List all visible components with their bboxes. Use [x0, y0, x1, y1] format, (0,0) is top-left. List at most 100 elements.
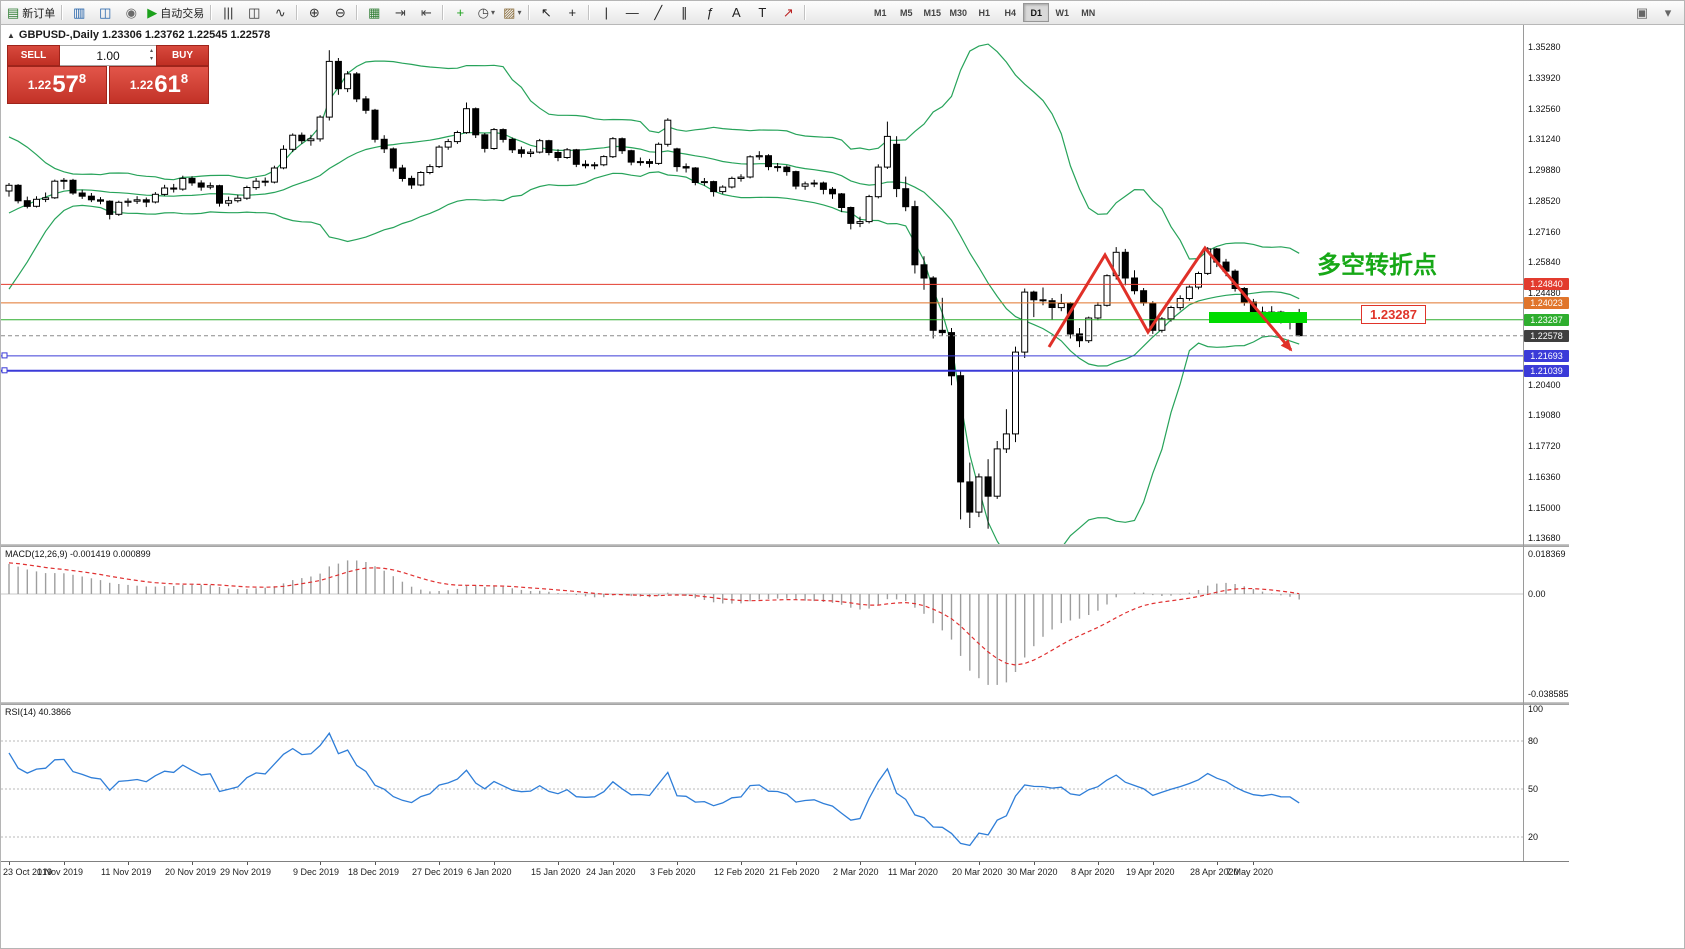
candle	[1140, 290, 1148, 304]
candle	[792, 171, 800, 187]
timeframe-toolbar: M1 M5 M15 M30 H1 H4 D1 W1 MN	[867, 3, 1101, 22]
collapse-panel-icon[interactable]: ▲	[7, 31, 15, 40]
price-tag: 1.24840	[1524, 278, 1569, 290]
fibonacci-icon-glyph: ƒ	[706, 5, 714, 20]
market-watch-icon[interactable]: ▥	[67, 3, 91, 23]
chart-shift-icon[interactable]: ⇤	[414, 3, 438, 23]
timeframe-h4[interactable]: H4	[1004, 7, 1017, 18]
panel-separator[interactable]	[1, 702, 1569, 705]
timeframe-m5[interactable]: M5	[900, 7, 913, 18]
volume-down-icon[interactable]: ▾	[149, 56, 153, 63]
autotrading-button[interactable]: ▶ 自动交易	[145, 3, 206, 23]
buy-price-button[interactable]: 1.22 61 8	[109, 66, 209, 104]
price-axis-label: 1.35280	[1528, 42, 1561, 52]
cursor-icon[interactable]: ↖	[534, 3, 558, 23]
candlestick-chart-icon[interactable]: ◫	[242, 3, 266, 23]
candle	[691, 167, 699, 183]
sell-button[interactable]: SELL	[7, 45, 60, 66]
data-window-icon[interactable]: ◫	[93, 3, 117, 23]
rsi-panel[interactable]: RSI(14) 40.3866	[1, 705, 1684, 859]
candle	[737, 176, 745, 180]
volume-spinner-icons[interactable]: ▴ ▾	[150, 47, 153, 64]
timeframe-d1[interactable]: D1	[1023, 3, 1050, 22]
horizontal-line-icon[interactable]: —	[620, 3, 644, 23]
candle	[106, 200, 114, 215]
timeframe-m30[interactable]: M30	[949, 7, 968, 18]
data-window-icon-glyph: ◫	[99, 5, 112, 20]
label-icon[interactable]: T	[750, 3, 774, 23]
timeframe-m15[interactable]: M15	[923, 7, 942, 18]
time-axis-label: 11 Nov 2019	[101, 867, 152, 877]
chart-shift-icon-glyph: ⇤	[420, 5, 432, 20]
buy-button[interactable]: BUY	[156, 45, 209, 66]
candle	[646, 161, 653, 164]
periods-dropdown[interactable]: ◷ ▾	[474, 3, 498, 23]
line-handle[interactable]	[1, 367, 8, 374]
line-handle[interactable]	[1, 352, 8, 359]
candle	[225, 200, 233, 204]
time-axis-tick	[915, 862, 916, 865]
candle	[353, 73, 361, 100]
candle	[600, 156, 608, 166]
candle	[838, 193, 846, 208]
trendline-icon[interactable]: ╱	[646, 3, 670, 23]
timeframe-w1[interactable]: W1	[1055, 7, 1070, 18]
navigator-icon[interactable]: ◉	[119, 3, 143, 23]
candle	[774, 166, 782, 169]
highlight-box[interactable]	[1209, 312, 1307, 323]
tile-windows-icon[interactable]: ▦	[362, 3, 386, 23]
candle	[554, 152, 562, 158]
new-order-button[interactable]: ▤ 新订单	[5, 3, 57, 23]
candle	[765, 155, 772, 168]
crosshair-icon[interactable]: +	[560, 3, 584, 23]
sell-price-button[interactable]: 1.22 57 8	[7, 66, 107, 104]
candle	[33, 198, 40, 207]
bar-chart-icon[interactable]: |||	[216, 3, 240, 23]
arrows-icon[interactable]: ↗	[776, 3, 800, 23]
price-label-annotation[interactable]: 1.23287	[1361, 305, 1426, 324]
auto-scroll-icon[interactable]: ⇥	[388, 3, 412, 23]
trend-zigzag[interactable]	[1047, 245, 1293, 352]
timeframe-mn[interactable]: MN	[1081, 7, 1096, 18]
toolbar-extra-icon-2[interactable]: ▾	[1664, 5, 1672, 20]
time-axis-label: 11 Mar 2020	[888, 867, 938, 877]
candle	[280, 148, 287, 169]
time-axis-tick	[247, 862, 248, 865]
indicators-icon[interactable]: +	[448, 3, 472, 23]
price-axis-label: 1.32560	[1528, 104, 1561, 114]
trade-panel-divider	[107, 66, 109, 104]
candle	[5, 184, 13, 192]
price-chart-panel[interactable]: ▲ GBPUSD-,Daily 1.23306 1.23762 1.22545 1…	[1, 25, 1684, 544]
panel-separator[interactable]	[1, 544, 1569, 547]
turning-point-annotation[interactable]: 多空转折点	[1317, 252, 1437, 279]
text-icon[interactable]: A	[724, 3, 748, 23]
label-icon-glyph: T	[758, 5, 767, 20]
volume-up-icon[interactable]: ▴	[149, 48, 153, 54]
timeframe-h1[interactable]: H1	[978, 7, 991, 18]
timeframe-m1[interactable]: M1	[874, 7, 887, 18]
volume-input[interactable]: 1.00 ▴ ▾	[60, 45, 156, 66]
macd-panel[interactable]: MACD(12,26,9) -0.001419 0.000899	[1, 547, 1684, 702]
line-chart-icon[interactable]: ∿	[268, 3, 292, 23]
time-axis[interactable]: 23 Oct 2019 1 Nov 2019 11 Nov 2019 20 Nov 2…	[1, 862, 1569, 881]
time-axis-tick	[796, 862, 797, 865]
channel-icon[interactable]: ∥	[672, 3, 696, 23]
navigator-icon-glyph: ◉	[125, 5, 137, 20]
zoom-in-icon[interactable]: ⊕	[302, 3, 326, 23]
templates-dropdown[interactable]: ▨ ▾	[500, 3, 524, 23]
vertical-line-icon[interactable]: |	[594, 3, 618, 23]
fibonacci-icon[interactable]: ƒ	[698, 3, 722, 23]
sell-price-pip: 8	[78, 70, 87, 86]
toolbar-separator	[61, 5, 64, 20]
candle	[124, 200, 132, 203]
symbol-ohlc-text: GBPUSD-,Daily 1.23306 1.23762 1.22545 1.…	[18, 29, 271, 41]
candle	[1121, 251, 1129, 279]
toolbar-extra-icon-1[interactable]: ▣	[1635, 5, 1649, 20]
time-axis-label: 2 Mar 2020	[833, 867, 879, 877]
candle	[316, 116, 324, 140]
candle	[444, 141, 452, 148]
price-chart[interactable]	[1, 25, 1523, 544]
candle	[1002, 433, 1010, 450]
zoom-in-icon-glyph: ⊕	[308, 5, 320, 20]
zoom-out-icon[interactable]: ⊖	[328, 3, 352, 23]
